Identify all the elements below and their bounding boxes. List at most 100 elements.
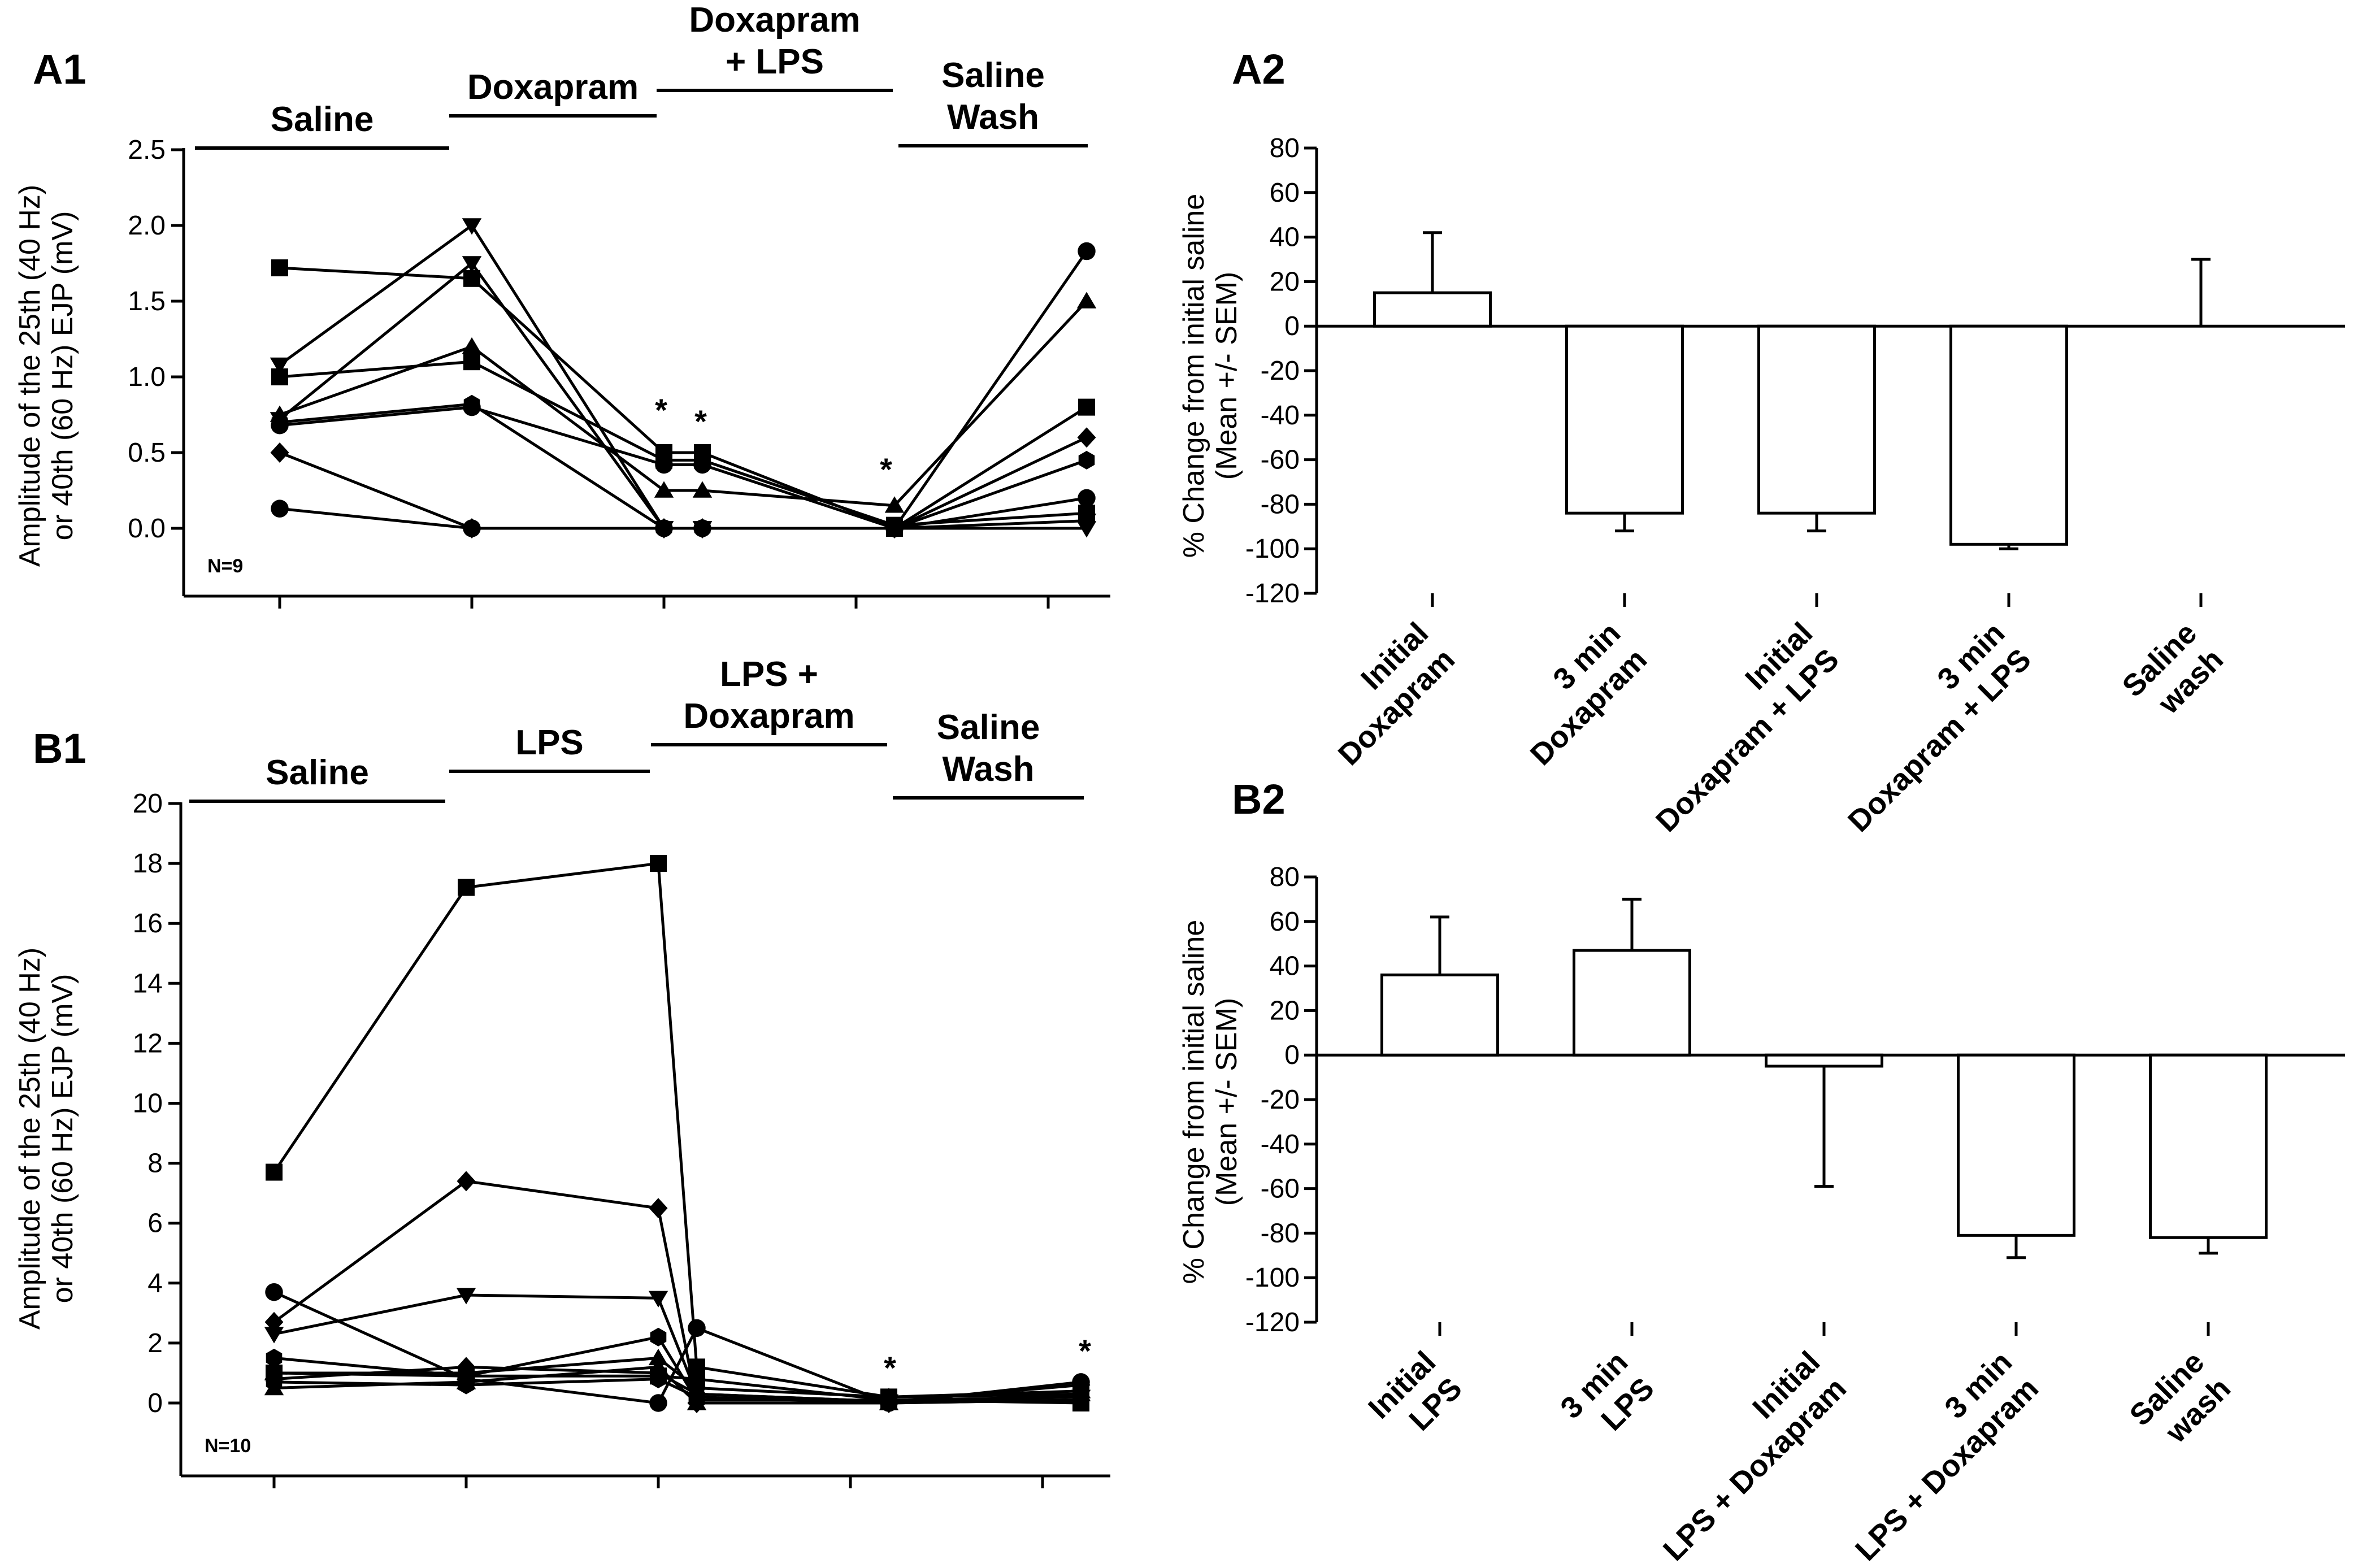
condition-label: Saline [271,100,374,139]
y-tick-label: -80 [1261,489,1300,519]
y-axis-label: or 40th (60 Hz) EJP (mV) [46,211,79,541]
y-axis-label: % Change from initial saline [1178,920,1210,1284]
data-point [1077,427,1096,448]
y-tick-label: 80 [1270,133,1300,163]
condition-label: + LPS [726,42,824,81]
data-point [650,855,667,872]
y-tick-label: 18 [133,849,163,879]
data-point [692,481,713,498]
data-point [688,1319,706,1337]
y-tick-label: 12 [133,1028,163,1058]
data-point [693,455,711,474]
y-tick-label: 0.5 [128,438,166,468]
condition-label: Doxapram [689,1,860,40]
data-point [1078,489,1096,507]
condition-label: Doxapram [467,68,639,107]
y-tick-label: 0 [1284,311,1300,341]
y-tick-label: 14 [133,968,163,998]
data-point [271,368,288,385]
data-point [655,455,673,474]
y-tick-label: -40 [1261,1130,1300,1159]
y-tick-label: 8 [147,1149,163,1179]
series-path [279,300,1088,507]
y-axis-label: Amplitude of the 25th (40 Hz) [14,185,46,567]
significance-star: * [1079,1333,1091,1369]
series-path [279,261,1087,530]
data-point [271,259,288,277]
y-tick-label: -120 [1245,1308,1300,1337]
y-tick-label: -80 [1261,1218,1300,1248]
data-point [884,496,905,513]
data-point [271,412,288,432]
y-tick-label: -20 [1261,1085,1300,1115]
y-axis-label: or 40th (60 Hz) EJP (mV) [46,974,79,1304]
data-point [885,519,904,537]
series-line [271,259,1095,537]
data-point [1078,242,1096,260]
series-path [273,1365,1082,1405]
y-tick-label: -60 [1261,1174,1300,1204]
bar [1573,949,1691,1057]
data-point [879,1393,899,1410]
data-point [649,1394,667,1412]
data-point [648,1348,668,1366]
series-line [264,1357,1091,1410]
y-tick-label: 2.5 [128,135,166,165]
y-tick-label: 2.0 [128,211,166,241]
data-point [270,442,289,463]
series-path [279,266,1088,530]
series-line [271,353,1095,534]
data-point [462,256,482,273]
y-tick-label: 6 [147,1209,163,1239]
n-label: N=9 [207,555,243,577]
series-line [270,256,1097,538]
y-tick-label: -100 [1245,1263,1300,1293]
y-tick-label: 20 [133,789,163,819]
y-tick-label: 0 [1284,1040,1300,1070]
n-label: N=10 [205,1435,251,1457]
condition-label: Wash [942,750,1034,789]
y-tick-label: -40 [1261,401,1300,431]
series-path [279,250,1088,530]
data-point [648,1357,668,1375]
panel-a1-line-chart: A1 0.0 0.5 1.0 1.5 2.0 2.5 Amplitude of the 25t… [14,1,1110,609]
significance-star: * [655,392,667,428]
data-point [649,1198,668,1219]
series-path [274,1356,1082,1398]
data-point [266,1348,283,1367]
data-point [457,1357,476,1378]
data-point [462,337,482,354]
y-tick-label: 80 [1270,862,1300,892]
panel-b2-bar-chart: B2 80 60 40 20 0 -20 -40 -60 -80 -100 -120 % Change … [1178,776,2345,1567]
y-tick-label: 40 [1270,952,1300,981]
data-point [270,357,290,375]
data-point [456,1288,476,1305]
y-tick-label: -120 [1245,579,1300,609]
data-point [463,394,480,414]
data-point [457,1171,476,1192]
significance-star: * [884,1350,896,1385]
y-tick-label: 20 [1270,996,1300,1026]
y-tick-label: 0 [147,1388,163,1418]
panel-a2-bar-chart: A2 80 60 40 20 0 -20 -40 -60 -80 -100 -120 % Change … [1178,46,2345,839]
condition-label: Wash [947,98,1039,137]
bar [1765,1053,1883,1068]
data-point [693,519,711,537]
data-point [264,1327,284,1344]
data-point [458,879,475,896]
condition-label: LPS + [720,655,818,694]
y-axis-label: Amplitude of the 25th (40 Hz) [14,948,46,1330]
y-tick-label: -100 [1245,534,1300,564]
data-point [271,499,289,518]
y-tick-label: 60 [1270,178,1300,208]
data-point [266,1163,283,1181]
